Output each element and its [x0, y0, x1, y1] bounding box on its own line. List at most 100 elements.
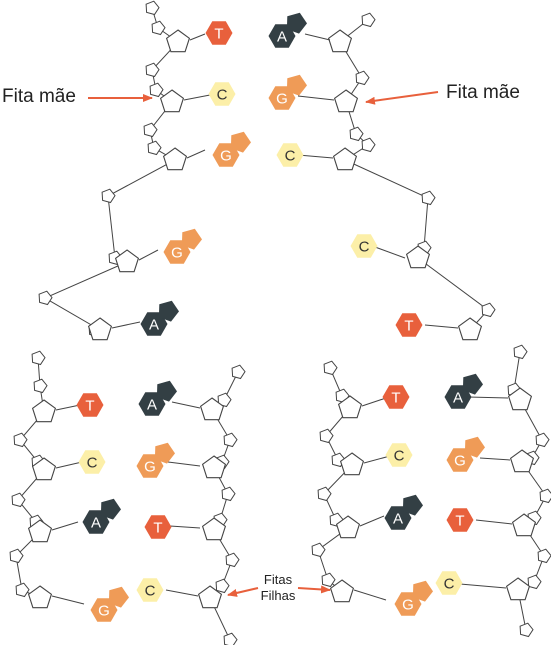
phosphate-pentagon [9, 548, 24, 564]
base-hexagon [446, 508, 474, 532]
base-letter: A [393, 511, 403, 528]
base-pentagon-ring [402, 494, 423, 516]
phosphate-pentagon [33, 378, 48, 394]
phosphate-pentagon [225, 552, 240, 568]
base-hexagon [208, 82, 236, 106]
base-hexagon [385, 443, 413, 467]
arrow-daughter-left [227, 587, 259, 597]
arrow-right-parent [365, 91, 439, 105]
phosphate-pentagon [149, 82, 164, 98]
phosphate-pentagon [361, 12, 376, 28]
connector-line [55, 404, 81, 411]
base-hexagon [78, 450, 106, 474]
sugar-pentagon [31, 399, 57, 423]
connector-line [459, 583, 507, 589]
sugar-pentagon [511, 513, 537, 537]
base-pentagon-ring [464, 436, 485, 458]
base-hexagon [268, 86, 296, 110]
phosphate-pentagon [145, 62, 160, 78]
connector-line [363, 455, 391, 464]
sugar-pentagon [332, 147, 358, 171]
connector-line [467, 396, 509, 399]
phosphate-pentagon [361, 137, 376, 153]
base-G: G [268, 74, 307, 110]
base-connectors [51, 33, 513, 605]
base-hexagon [276, 143, 304, 167]
base-letter: A [277, 29, 287, 46]
base-hexagon [144, 515, 172, 539]
base-T: T [382, 385, 410, 409]
base-G: G [136, 442, 175, 478]
phosphate-pentagon [311, 542, 326, 558]
label-daughter-strands-line1: Fitas [263, 572, 293, 587]
base-letter: T [153, 520, 162, 537]
base-hexagon [446, 448, 474, 472]
phosphate-pentagon [143, 122, 158, 138]
phosphate-pentagon [31, 350, 46, 366]
connector-line [297, 154, 334, 159]
sugar-pentagon [505, 577, 531, 601]
base-letter: G [220, 148, 232, 165]
base-G: G [163, 228, 202, 264]
base-letter: A [147, 397, 157, 414]
base-A: A [384, 494, 423, 530]
base-letter: A [453, 390, 463, 407]
base-C: C [385, 443, 413, 467]
connector-line [51, 521, 79, 531]
phosphate-pentagon [13, 432, 28, 448]
base-letter: T [455, 513, 464, 530]
base-letter: G [98, 603, 110, 620]
base-pentagon-ring [181, 228, 202, 250]
base-T: T [76, 393, 104, 417]
base-hexagon [395, 313, 423, 337]
phosphate-pentagon [513, 344, 528, 360]
base-letter: T [391, 390, 400, 407]
sugar-pentagon [165, 29, 191, 53]
base-letter: A [91, 515, 101, 532]
phosphate-pentagon [11, 492, 26, 508]
phosphate-pentagon [38, 290, 53, 306]
base-T: T [446, 508, 474, 532]
strand-bottom-right-new [311, 360, 365, 603]
connector-line [359, 515, 385, 527]
base-letter: G [454, 453, 466, 470]
connector-line [183, 94, 211, 101]
connector-line [297, 95, 335, 101]
label-parent-strand-left: Fita mãe [2, 86, 76, 107]
base-A: A [138, 380, 177, 416]
phosphate-pentagon [481, 302, 496, 318]
base-pentagon-ring [156, 380, 177, 402]
base-letter: C [145, 583, 156, 600]
phosphate-pentagon [215, 578, 230, 594]
sugar-pentagon [339, 452, 365, 476]
sugar-pentagon [335, 515, 361, 539]
base-pentagon-ring [286, 74, 307, 96]
sugar-pentagon [31, 457, 57, 481]
base-letter: T [404, 318, 413, 335]
base-hexagon [140, 312, 168, 336]
strand-bottom-right-outer [505, 344, 551, 638]
base-A: A [268, 12, 307, 48]
base-letter: C [359, 239, 370, 256]
phosphate-pentagon [221, 486, 236, 502]
connector-line [138, 249, 159, 261]
phosphate-pentagon [147, 140, 162, 156]
sugar-pentagon [201, 455, 227, 479]
base-pentagon-ring [412, 580, 433, 602]
sugar-pentagon [337, 395, 363, 419]
phosphate-pentagon [421, 190, 436, 206]
base-hexagon [382, 385, 410, 409]
base-letter: G [171, 245, 183, 262]
base-A: A [82, 498, 121, 534]
sugar-pentagon [457, 317, 483, 341]
connector-line [169, 525, 201, 529]
sugar-pentagon [197, 585, 223, 609]
base-T: T [205, 21, 233, 45]
phosphate-pentagon [15, 582, 30, 598]
sugar-pentagon [162, 147, 188, 171]
sugar-pentagon [405, 245, 431, 269]
connector-line [165, 589, 199, 597]
base-letter: C [87, 455, 98, 472]
connector-line [55, 461, 83, 469]
